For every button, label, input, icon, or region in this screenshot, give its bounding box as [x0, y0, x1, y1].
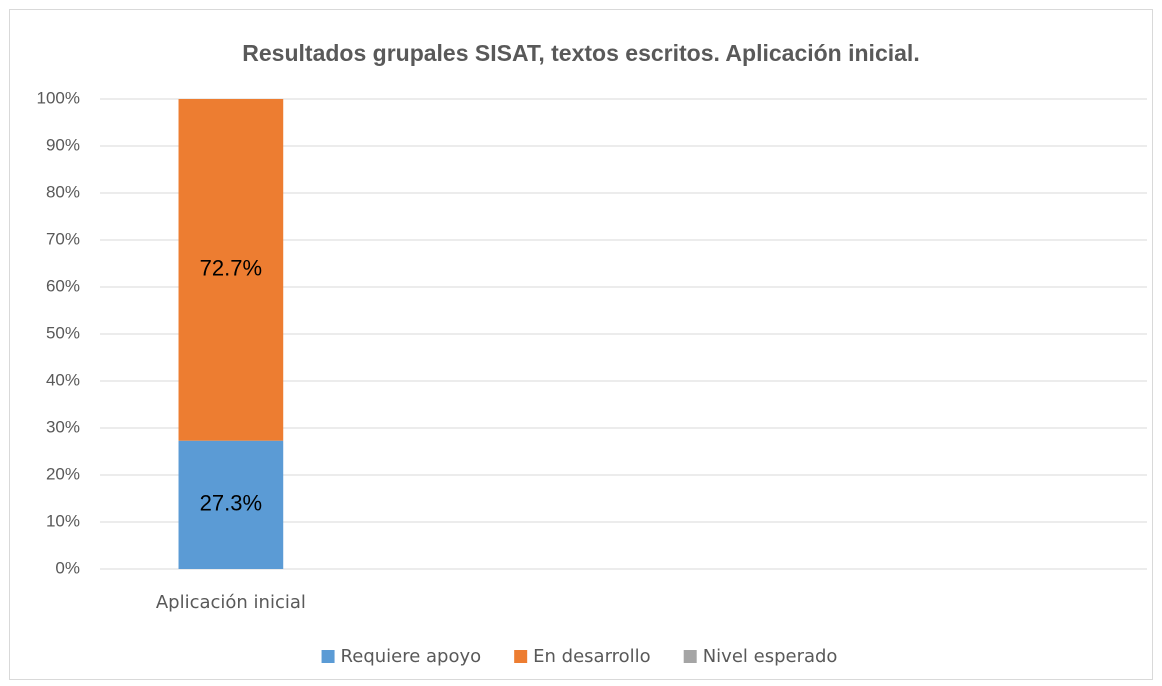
y-tick-label: 40%	[46, 370, 80, 389]
legend-label: Requiere apoyo	[341, 646, 482, 667]
y-tick-label: 50%	[46, 323, 80, 342]
y-tick-label: 10%	[46, 511, 80, 530]
legend-label: Nivel esperado	[703, 646, 838, 667]
y-tick-label: 90%	[46, 135, 80, 154]
y-tick-label: 20%	[46, 464, 80, 483]
legend-swatch	[514, 650, 528, 663]
y-tick-label: 70%	[46, 229, 80, 248]
legend-swatch	[683, 650, 697, 663]
bar-segment	[178, 440, 284, 569]
y-tick-label: 30%	[46, 417, 80, 436]
bar-segment	[178, 99, 284, 441]
data-label: 27.3%	[200, 491, 262, 516]
y-tick-label: 100%	[37, 88, 80, 107]
data-label: 72.7%	[200, 256, 262, 281]
legend-swatch	[321, 650, 335, 663]
x-tick-label: Aplicación inicial	[156, 592, 306, 613]
chart-title: Resultados grupales SISAT, textos escrit…	[242, 40, 919, 66]
y-tick-label: 80%	[46, 182, 80, 201]
y-tick-label: 0%	[55, 558, 80, 577]
y-tick-label: 60%	[46, 276, 80, 295]
legend-label: En desarrollo	[533, 646, 651, 667]
